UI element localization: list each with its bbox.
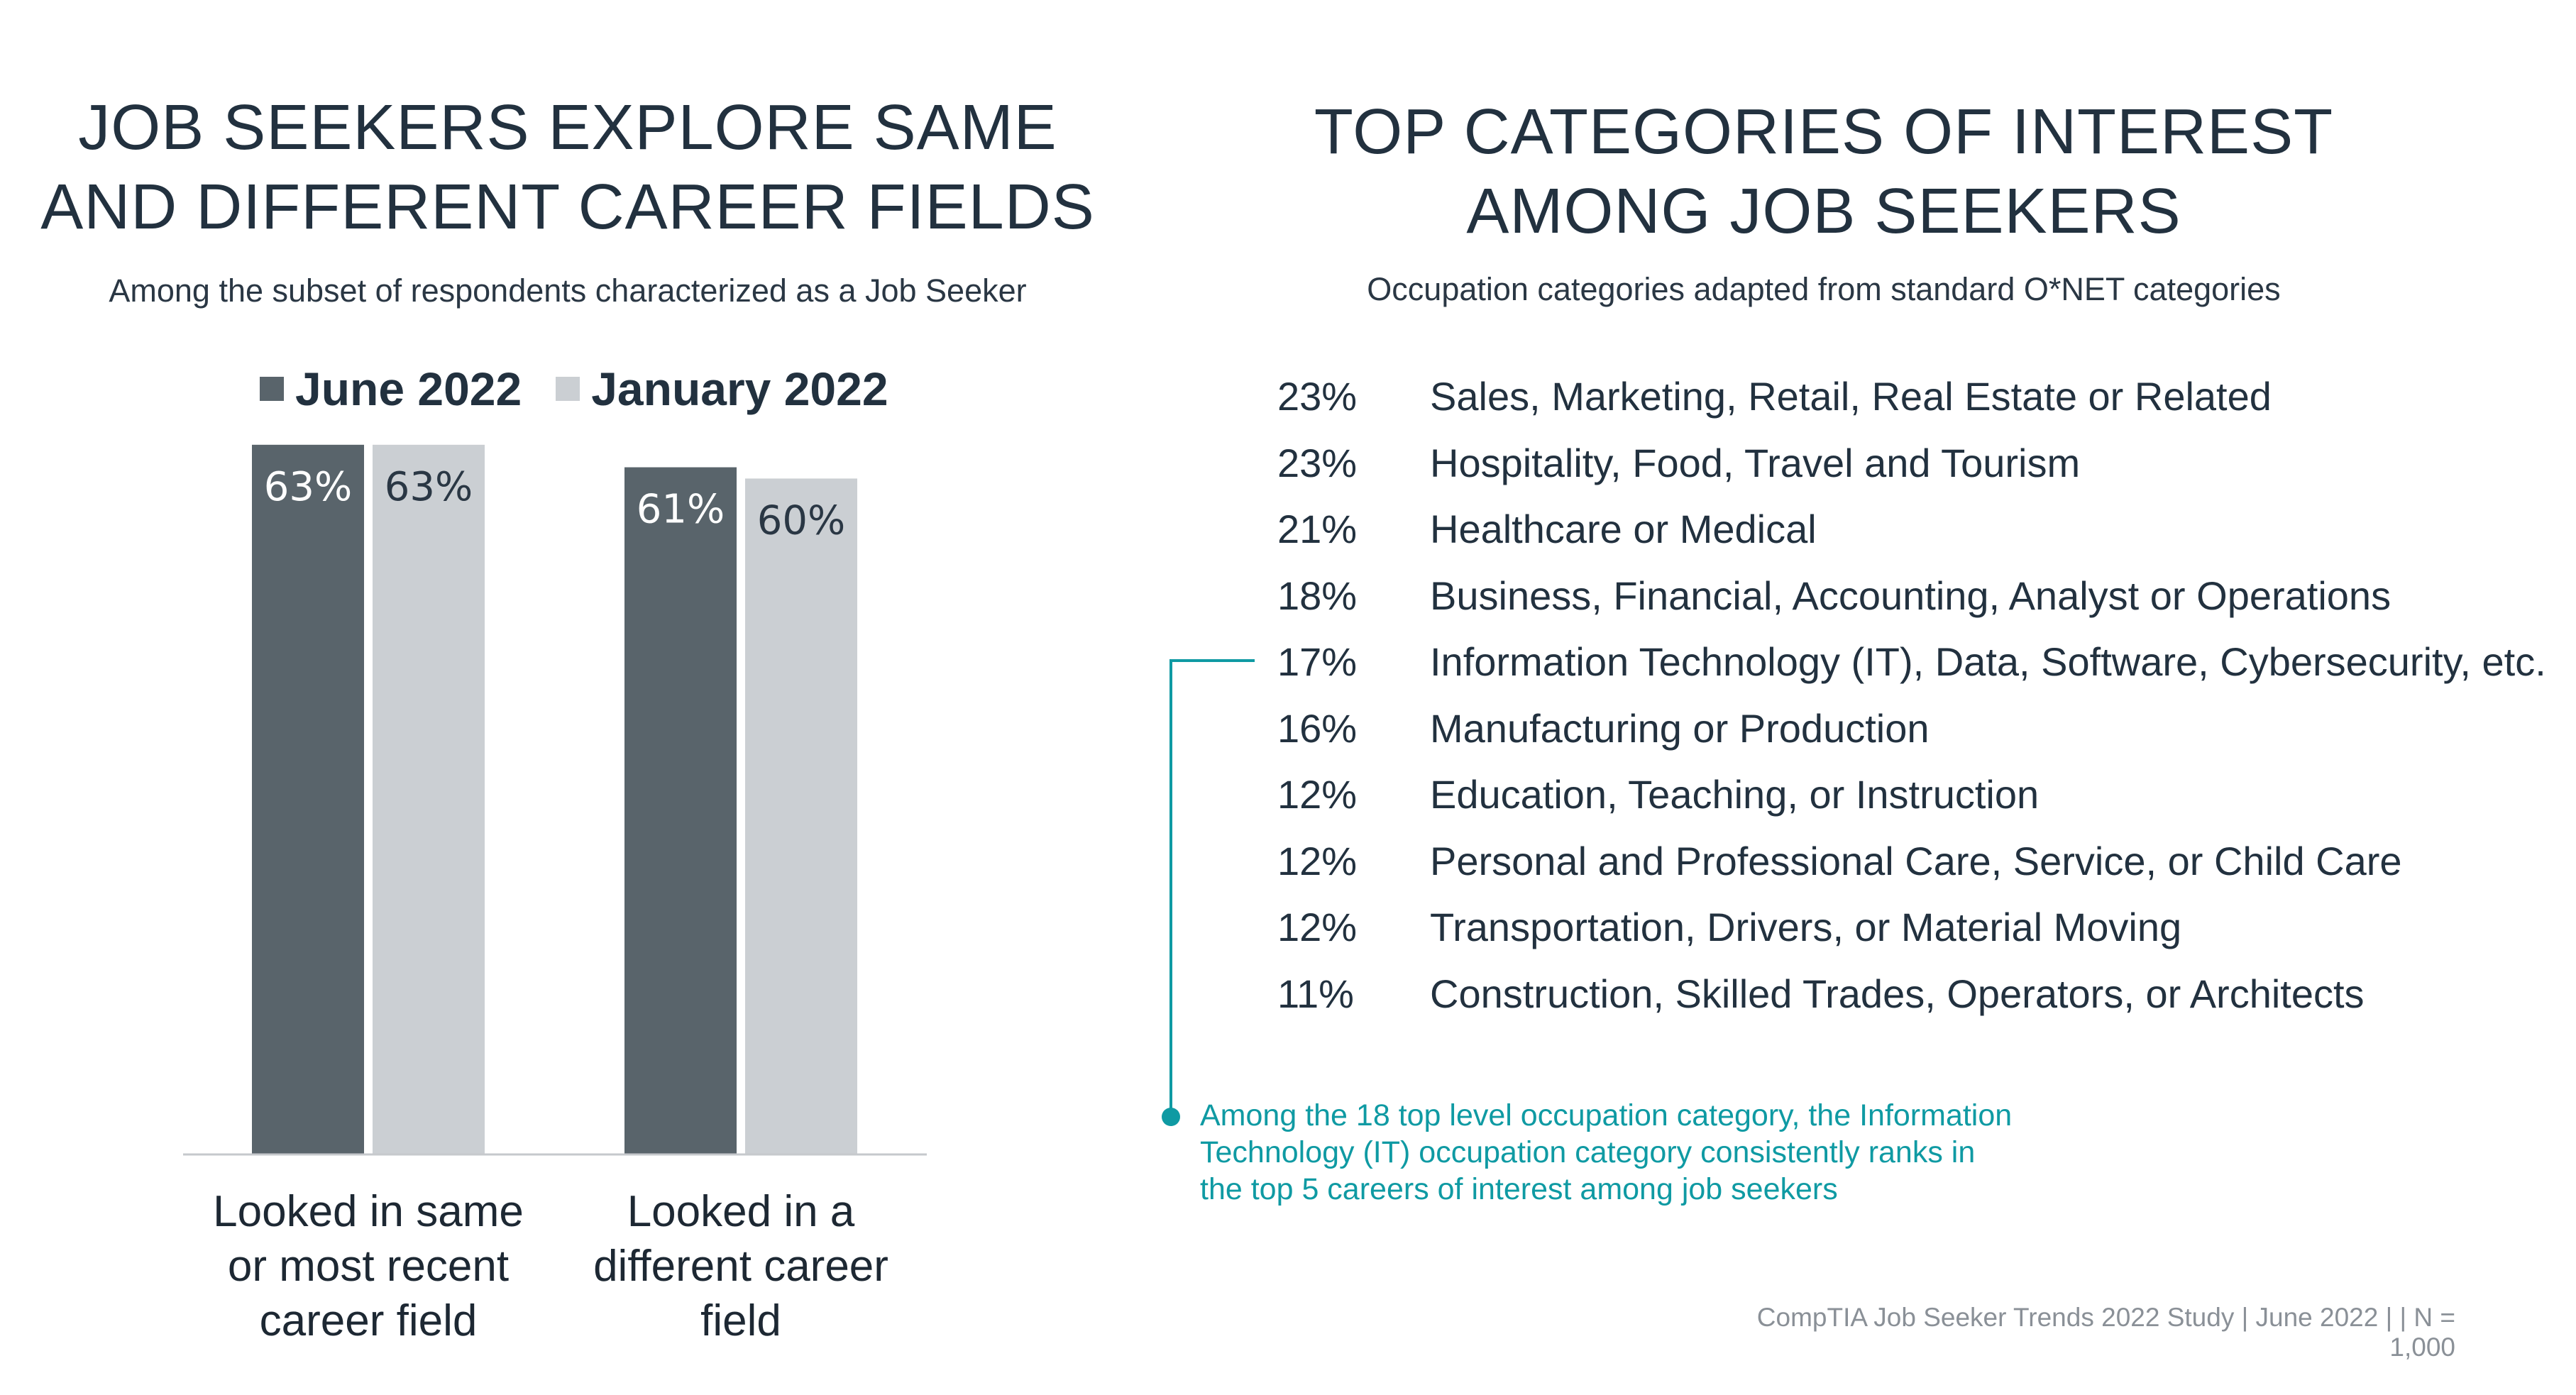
legend-label-january: January 2022 [591, 363, 888, 415]
bar-chart: 63% 63% Looked in same or most recent career… [183, 444, 927, 1345]
category-row: 18% Business, Financial, Accounting, Anal… [1277, 563, 2391, 629]
category-percent: 18% [1277, 573, 1358, 618]
category-label: Looked in a [627, 1187, 855, 1236]
category-percent: 16% [1277, 705, 1358, 751]
right-title: TOP CATEGORIES OF INTEREST AMONG JOB SEE… [1242, 92, 2406, 251]
category-row: 23% Sales, Marketing, Retail, Real Estate… [1277, 363, 2272, 429]
callout-connector [1162, 659, 1255, 1126]
category-row: 17% Information Technology (IT), Data, So… [1277, 629, 2546, 695]
chart-legend: June 2022 January 2022 [260, 362, 888, 416]
category-label: career field [260, 1296, 478, 1345]
category-percent: 12% [1277, 905, 1358, 949]
legend-label-june: June 2022 [295, 363, 522, 415]
category-row: 23% Hospitality, Food, Travel and Tourism [1277, 430, 2080, 496]
category-percent: 12% [1277, 838, 1358, 883]
callout-line3: the top 5 careers of interest among job … [1200, 1172, 1838, 1206]
category-percent: 21% [1277, 507, 1358, 551]
category-label: Sales, Marketing, Retail, Real Estate or… [1430, 374, 2272, 419]
category-label: Looked in same [213, 1187, 524, 1236]
left-title-line1: JOB SEEKERS EXPLORE SAME [78, 92, 1057, 163]
category-label: Manufacturing or Production [1430, 705, 1930, 751]
bar [373, 444, 485, 1154]
callout-dot [1162, 1108, 1180, 1126]
bar [252, 444, 364, 1154]
callout-text: Among the 18 top level occupation catego… [1200, 1097, 2123, 1208]
category-row: 12% Personal and Professional Care, Servi… [1277, 828, 2402, 894]
category-percent: 23% [1277, 374, 1358, 419]
callout-line1: Among the 18 top level occupation catego… [1200, 1098, 2013, 1132]
category-percent: 12% [1277, 772, 1358, 817]
bar-value-label: 63% [385, 464, 473, 510]
bar-value-label: 61% [637, 487, 725, 533]
category-label: or most recent [228, 1242, 509, 1291]
category-row: 11% Construction, Skilled Trades, Operato… [1277, 961, 2365, 1027]
category-label: Construction, Skilled Trades, Operators,… [1430, 971, 2365, 1016]
left-title: JOB SEEKERS EXPLORE SAME AND DIFFERENT C… [14, 88, 1121, 247]
bar-value-label: 63% [264, 464, 352, 510]
bar [745, 478, 857, 1154]
right-title-line1: TOP CATEGORIES OF INTEREST [1314, 97, 2334, 167]
bar [624, 467, 737, 1154]
category-label: Business, Financial, Accounting, Analyst… [1430, 573, 2391, 618]
category-percent: 11% [1277, 971, 1354, 1016]
bar-value-label: 60% [757, 497, 845, 544]
category-row: 21% Healthcare or Medical [1277, 496, 1817, 562]
left-subtitle: Among the subset of respondents characte… [109, 272, 1027, 309]
source-note: CompTIA Job Seeker Trends 2022 Study | J… [1756, 1303, 2455, 1362]
category-row: 12% Education, Teaching, or Instruction [1277, 761, 2039, 827]
category-row: 12% Transportation, Drivers, or Material … [1277, 894, 2181, 960]
callout-line2: Technology (IT) occupation category cons… [1200, 1135, 1976, 1169]
category-label: Information Technology (IT), Data, Softw… [1430, 639, 2546, 684]
category-label: Personal and Professional Care, Service,… [1430, 838, 2402, 883]
category-percent: 23% [1277, 440, 1358, 485]
category-label: Education, Teaching, or Instruction [1430, 772, 2040, 817]
callout-connector-line [1169, 659, 1255, 1115]
category-label: different career [593, 1242, 888, 1291]
category-label: Healthcare or Medical [1430, 507, 1817, 551]
left-title-line2: AND DIFFERENT CAREER FIELDS [40, 172, 1095, 243]
category-label: field [700, 1296, 781, 1345]
right-subtitle: Occupation categories adapted from stand… [1367, 271, 2281, 307]
category-label: Hospitality, Food, Travel and Tourism [1430, 440, 2081, 485]
legend-swatch-january [556, 377, 580, 401]
category-label: Transportation, Drivers, or Material Mov… [1430, 905, 2182, 949]
legend-swatch-june [260, 377, 284, 401]
right-title-line2: AMONG JOB SEEKERS [1466, 176, 2181, 247]
category-row: 16% Manufacturing or Production [1277, 695, 1930, 761]
category-percent: 17% [1277, 639, 1358, 684]
